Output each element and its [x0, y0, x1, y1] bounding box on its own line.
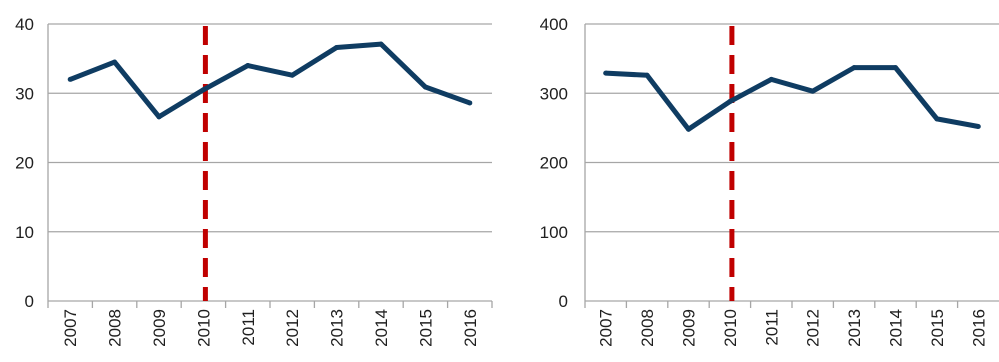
x-tick-label: 2013 [845, 309, 864, 347]
y-tick-label: 0 [25, 292, 34, 311]
x-tick-label: 2011 [762, 309, 781, 346]
data-point-2014 [893, 65, 898, 71]
x-tick-label: 2010 [721, 309, 740, 347]
data-point-2010 [200, 87, 206, 93]
data-point-2012 [289, 72, 295, 78]
y-tick-label: 30 [15, 84, 34, 103]
data-point-2012 [810, 88, 816, 94]
y-tick-label: 400 [540, 15, 568, 34]
x-tick-label: 2009 [150, 309, 169, 347]
y-tick-label: 200 [540, 154, 568, 173]
data-point-2007 [603, 70, 609, 76]
left-chart: 0 10 20 30 40 2007 2008 2009 2010 2011 2012 2013 201… [15, 15, 493, 347]
data-point-2015 [422, 84, 428, 90]
series-line [605, 65, 979, 132]
y-tick-label: 40 [15, 15, 34, 34]
x-tick-label: 2016 [969, 309, 988, 347]
x-tick-label: 2015 [416, 309, 435, 347]
x-tick-label: 2010 [194, 309, 213, 347]
x-tick-label: 2016 [461, 309, 480, 347]
data-point-2011 [245, 63, 251, 69]
x-tick-label: 2007 [61, 309, 80, 347]
data-point-2007 [67, 76, 73, 82]
right-chart: 0 100 200 300 400 2007 2008 2009 2010 2011 2012 201… [540, 15, 999, 347]
x-tick-label: 2008 [638, 309, 657, 347]
x-tick-label: 2013 [328, 309, 347, 347]
y-tick-label: 0 [559, 292, 568, 311]
data-point-2008 [112, 59, 118, 65]
y-tick-label: 20 [15, 154, 34, 173]
x-tick-label: 2015 [928, 309, 947, 347]
y-tick-label: 100 [540, 223, 568, 242]
data-point-2015 [934, 116, 940, 122]
data-point-2008 [644, 72, 650, 78]
x-tick-label: 2008 [106, 309, 125, 347]
y-tick-label: 300 [540, 84, 568, 103]
x-tick-label: 2014 [372, 309, 391, 347]
data-point-2011 [768, 76, 774, 82]
x-tick-label: 2007 [597, 309, 616, 347]
x-tick-label: 2009 [680, 309, 699, 347]
data-point-2013 [334, 45, 340, 51]
x-tick-label: 2012 [283, 309, 302, 347]
data-point-2009 [686, 126, 691, 132]
y-tick-label: 10 [15, 223, 34, 242]
data-point-2014 [378, 41, 384, 47]
data-point-2016 [467, 100, 473, 106]
data-point-2010 [727, 99, 733, 105]
data-point-2009 [156, 114, 162, 120]
x-tick-label: 2011 [239, 309, 258, 346]
x-tick-label: 2014 [887, 309, 906, 347]
x-tick-label: 2012 [804, 309, 823, 347]
series-line [69, 41, 471, 120]
data-point-2013 [851, 65, 857, 71]
data-point-2016 [975, 123, 981, 129]
